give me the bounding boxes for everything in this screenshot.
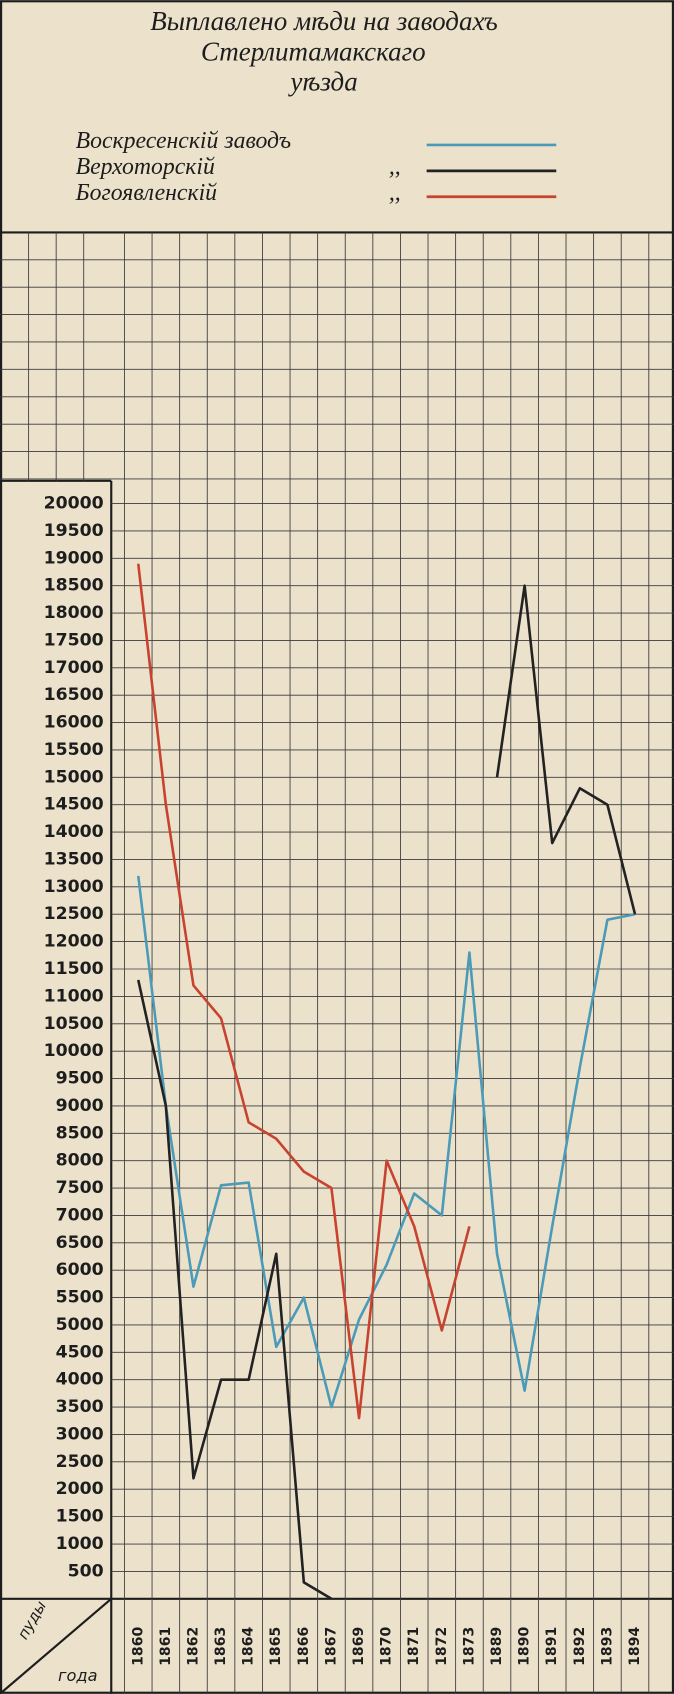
x-tick-label: 1890	[517, 1627, 533, 1666]
y-tick-label: 5000	[56, 1315, 104, 1335]
x-tick-label: 1867	[323, 1627, 339, 1666]
x-axis-label: года	[58, 1666, 98, 1685]
y-tick-label: 12500	[44, 904, 104, 924]
x-tick-label: 1891	[544, 1627, 560, 1666]
y-tick-label: 5500	[56, 1288, 104, 1308]
series-line	[136, 584, 637, 1600]
x-tick-label: 1893	[599, 1627, 615, 1666]
y-tick-label: 9000	[56, 1096, 104, 1116]
x-tick-label: 1866	[296, 1627, 312, 1666]
legend-label: Верхоторскій	[76, 154, 215, 180]
grid	[0, 232, 674, 1694]
x-tick-label: 1865	[268, 1627, 284, 1666]
legend-ditto: ,,	[389, 180, 401, 206]
y-tick-label: 15000	[44, 767, 104, 787]
legend-ditto: ,,	[389, 154, 401, 180]
legend-label: Богоявленскій	[75, 180, 218, 206]
chart-subtitle: уѣзда	[287, 67, 357, 97]
y-tick-label: 14000	[44, 822, 104, 842]
y-tick-label: 13000	[44, 877, 104, 897]
y-tick-label: 10000	[44, 1041, 104, 1061]
y-tick-label: 1000	[56, 1534, 104, 1554]
y-tick-label: 3500	[56, 1397, 104, 1417]
y-tick-label: 15500	[44, 740, 104, 760]
y-tick-label: 16500	[44, 685, 104, 705]
y-tick-label: 2500	[56, 1452, 104, 1472]
y-tick-label: 18500	[44, 576, 104, 596]
legend-label: Воскресенскій заводъ	[76, 128, 291, 154]
y-tick-label: 19500	[44, 521, 104, 541]
y-tick-label: 14500	[44, 795, 104, 815]
chart-title: Выплавлено мѣди на заводахъ	[150, 6, 498, 36]
y-tick-label: 4000	[56, 1370, 104, 1390]
y-tick-label: 6000	[56, 1260, 104, 1280]
series-line	[136, 875, 636, 1409]
y-tick-label: 7000	[56, 1205, 104, 1225]
y-tick-label: 11000	[44, 986, 104, 1006]
y-tick-label: 2000	[56, 1479, 104, 1499]
y-tick-label: 18000	[44, 603, 104, 623]
series-line	[136, 563, 471, 1420]
y-tick-label: 13500	[44, 849, 104, 869]
chart-subtitle: Стерлитамакскаго	[201, 36, 426, 66]
x-tick-label: 1864	[241, 1627, 257, 1666]
y-tick-label: 16000	[44, 713, 104, 733]
y-tick-label: 1500	[56, 1507, 104, 1527]
y-tick-label: 20000	[44, 494, 104, 514]
x-tick-label: 1863	[213, 1627, 229, 1666]
x-tick-label: 1889	[489, 1627, 505, 1666]
y-tick-label: 19000	[44, 548, 104, 568]
y-tick-label: 8000	[56, 1151, 104, 1171]
y-tick-label: 17500	[44, 630, 104, 650]
y-tick-label: 17000	[44, 658, 104, 678]
y-tick-label: 8500	[56, 1123, 104, 1143]
y-tick-label: 6500	[56, 1233, 104, 1253]
x-tick-label: 1861	[158, 1627, 174, 1666]
x-tick-label: 1871	[406, 1627, 422, 1666]
x-tick-label: 1869	[351, 1627, 367, 1666]
y-tick-label: 4500	[56, 1342, 104, 1362]
x-tick-label: 1870	[379, 1627, 395, 1666]
y-tick-label: 3000	[56, 1424, 104, 1444]
x-tick-label: 1872	[434, 1627, 450, 1666]
y-tick-label: 500	[68, 1561, 104, 1581]
y-tick-label: 10500	[44, 1014, 104, 1034]
y-tick-label: 9500	[56, 1069, 104, 1089]
y-tick-label: 12000	[44, 932, 104, 952]
x-tick-label: 1894	[627, 1627, 643, 1666]
x-tick-label: 1873	[461, 1627, 477, 1666]
x-tick-label: 1892	[572, 1627, 588, 1666]
y-tick-label: 7500	[56, 1178, 104, 1198]
y-tick-label: 11500	[44, 959, 104, 979]
x-tick-label: 1862	[185, 1627, 201, 1666]
x-tick-label: 1860	[130, 1627, 146, 1666]
